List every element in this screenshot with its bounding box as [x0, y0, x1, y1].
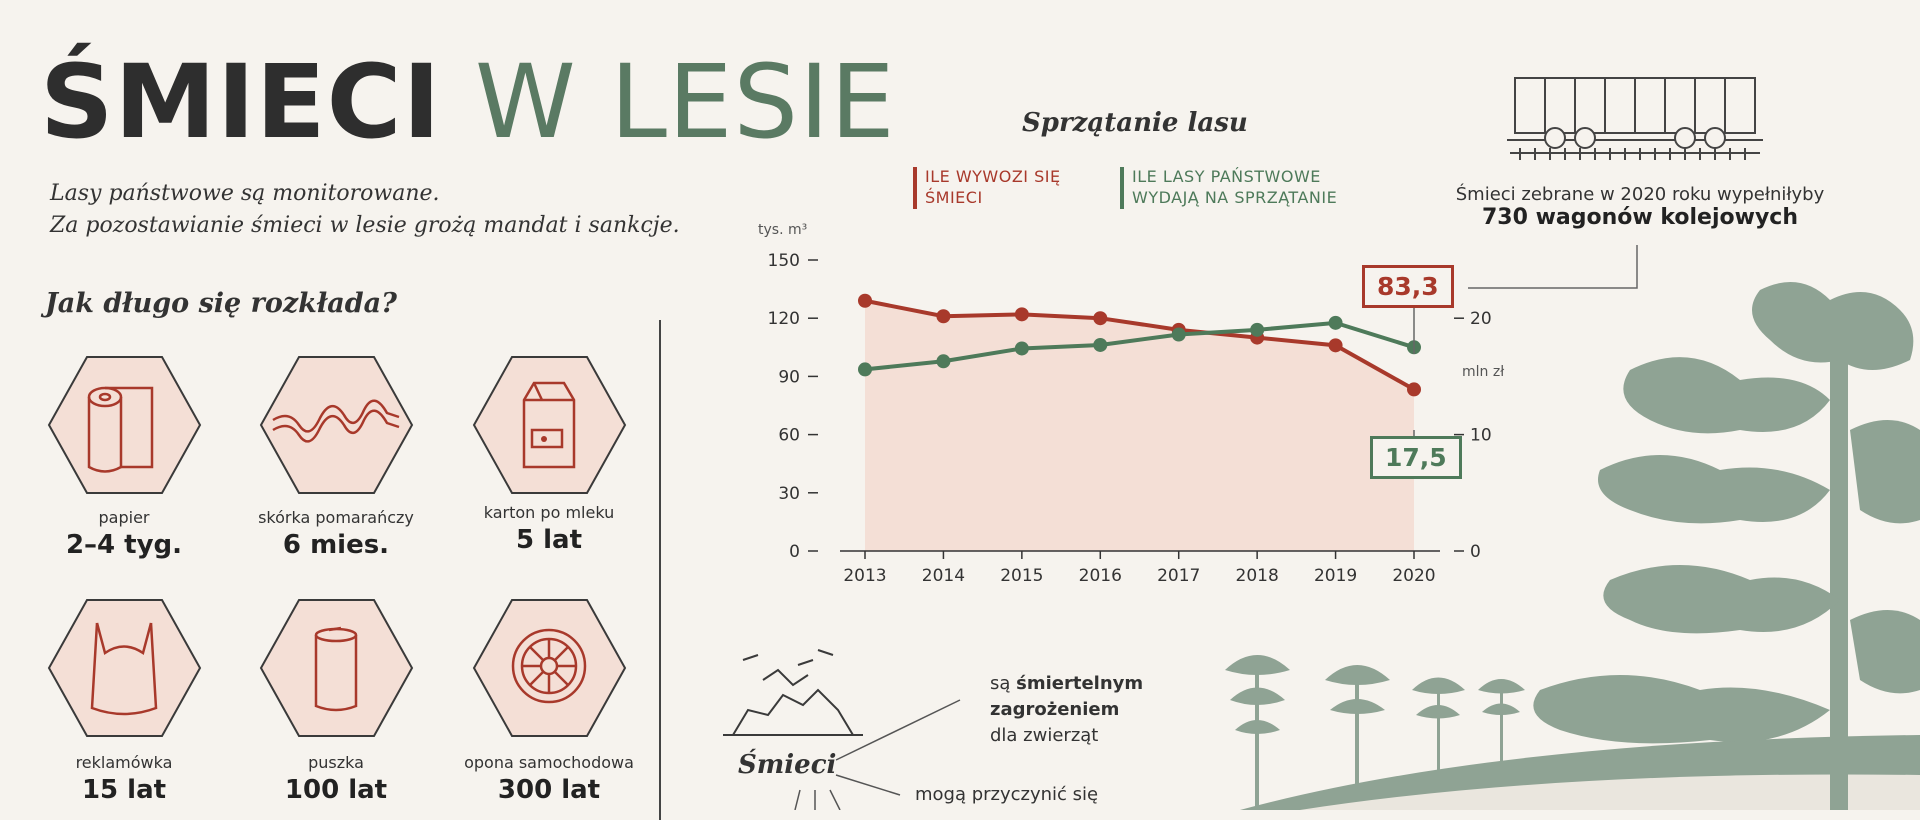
- callout-waste-2020: 83,3: [1362, 265, 1454, 308]
- x-tick-label: 2019: [1314, 566, 1357, 586]
- item-name-peel: skórka pomarańczy: [258, 508, 414, 527]
- legend-waste-line-1: ILE WYWOZI SIĘ: [925, 167, 1061, 186]
- wagon-caption: Śmieci zebrane w 2020 roku wypełniłyby 7…: [1410, 184, 1870, 230]
- connector-effect-1: [835, 699, 961, 761]
- item-time-can: 100 lat: [284, 775, 388, 805]
- cost-point: [936, 354, 951, 369]
- smieci-label: Śmieci: [738, 750, 837, 780]
- series-line-cost: [864, 320, 1415, 372]
- callout-cost-2020: 17,5: [1370, 436, 1462, 479]
- waste-point: [858, 293, 872, 308]
- waste-point: [936, 309, 951, 324]
- milk-carton-icon: [472, 355, 627, 495]
- connector-effect-2: [835, 774, 901, 796]
- x-tick-label: 2013: [843, 566, 886, 586]
- x-tick-label: 2016: [1079, 566, 1122, 586]
- orange-peel-icon: [259, 355, 414, 495]
- series-points-cost: [858, 315, 1421, 377]
- title-part-2: W LESIE: [474, 43, 896, 162]
- title-part-1: ŚMIECI: [40, 43, 442, 162]
- plastic-bag-icon: [47, 598, 202, 738]
- x-tick-label: 2018: [1236, 566, 1279, 586]
- legend-label-cost: ILE LASY PAŃSTWOWE WYDAJĄ NA SPRZĄTANIE: [1132, 166, 1337, 208]
- cost-point: [1171, 327, 1186, 342]
- item-name-paper: papier: [98, 508, 150, 527]
- item-time-tire: 300 lat: [497, 775, 601, 805]
- item-time-peel: 6 mies.: [282, 530, 390, 560]
- y-left-tick-label: 150: [768, 251, 800, 271]
- waste-area: [865, 300, 1414, 551]
- waste-point: [1014, 307, 1029, 322]
- y-left-tick-label: 60: [778, 426, 800, 446]
- legend-cost-line-1: ILE LASY PAŃSTWOWE: [1132, 167, 1321, 186]
- legend-cost-line-2: WYDAJĄ NA SPRZĄTANIE: [1132, 188, 1338, 207]
- y-right-tick-label: 20: [1470, 309, 1492, 329]
- big-pine-tree: [1533, 282, 1920, 810]
- x-tick-label: 2015: [1000, 566, 1043, 586]
- y-right-unit: mln zł: [1462, 364, 1505, 380]
- tire-icon: [472, 598, 627, 738]
- y-left-tick-label: 30: [778, 484, 800, 504]
- y-right-axis: 0 10 20: [1454, 309, 1492, 562]
- waste-point: [1407, 382, 1421, 397]
- page-title: ŚMIECI W LESIE: [40, 52, 896, 154]
- wagon-connector: [1468, 245, 1638, 289]
- legend-swatch-waste: [913, 167, 917, 209]
- item-name-bag: reklamówka: [75, 753, 173, 772]
- chart-title: Sprzątanie lasu: [1022, 108, 1248, 138]
- item-time-carton: 5 lat: [515, 525, 583, 555]
- cost-point: [1328, 315, 1343, 330]
- intro-text: Lasy państwowe są monitorowane. Za pozos…: [50, 178, 680, 242]
- series-line-waste: [864, 298, 1415, 392]
- effect1-a: są: [990, 673, 1017, 694]
- x-tick-label: 2014: [922, 566, 965, 586]
- waste-point: [1093, 311, 1108, 326]
- wagon-caption-line-2: 730 wagonów kolejowych: [1481, 205, 1798, 230]
- legend-swatch-cost: [1120, 167, 1124, 209]
- waste-point: [1328, 338, 1343, 353]
- wagon-caption-line-1: Śmieci zebrane w 2020 roku wypełniłyby: [1455, 184, 1825, 205]
- effect1-b: śmiertelnym: [1016, 673, 1144, 694]
- item-time-bag: 15 lat: [81, 775, 167, 805]
- connector-lines-down: [794, 789, 841, 810]
- y-left-axis: 0 30 60 90 120 150: [768, 251, 818, 562]
- x-axis: 2013 2014 2015 2016 2017 2018 2019 2020: [843, 551, 1436, 586]
- y-left-tick-label: 90: [778, 367, 800, 387]
- effect1-d: dla zwierząt: [990, 725, 1099, 746]
- item-time-paper: 2–4 tyg.: [65, 530, 183, 560]
- section-divider: [659, 320, 661, 820]
- y-right-tick-label: 10: [1470, 426, 1492, 446]
- effect1-c: zagrożeniem: [990, 699, 1120, 720]
- y-left-tick-label: 120: [768, 309, 800, 329]
- cost-point: [1093, 337, 1108, 352]
- cost-point: [1250, 322, 1265, 337]
- small-trees: [1225, 655, 1525, 810]
- intro-line-1: Lasy państwowe są monitorowane.: [50, 181, 440, 206]
- y-right-tick-label: 0: [1470, 542, 1481, 562]
- hill-highlight: [1300, 774, 1920, 810]
- train-wagon-icon: [1505, 68, 1765, 172]
- paper-roll-icon: [47, 355, 202, 495]
- item-name-tire: opona samochodowa: [464, 753, 634, 772]
- intro-line-2: Za pozostawianie śmieci w lesie grożą ma…: [50, 213, 680, 238]
- effect-animals: są śmiertelnym zagrożeniem dla zwierząt: [990, 671, 1143, 749]
- decomposition-heading: Jak długo się rozkłada?: [45, 288, 397, 319]
- y-left-tick-label: 0: [789, 542, 800, 562]
- item-name-carton: karton po mleku: [483, 503, 615, 522]
- x-tick-label: 2017: [1157, 566, 1200, 586]
- x-tick-label: 2020: [1392, 566, 1435, 586]
- legend-waste-line-2: ŚMIECI: [925, 188, 983, 207]
- cost-point: [1014, 341, 1029, 356]
- legend-label-waste: ILE WYWOZI SIĘ ŚMIECI: [925, 166, 1061, 208]
- y-left-unit: tys. m³: [758, 222, 808, 238]
- trash-pile-icon: [718, 640, 868, 744]
- effect-fire: mogą przyczynić się: [915, 784, 1099, 805]
- item-name-can: puszka: [308, 753, 364, 772]
- can-icon: [259, 598, 414, 738]
- cost-point: [858, 362, 872, 377]
